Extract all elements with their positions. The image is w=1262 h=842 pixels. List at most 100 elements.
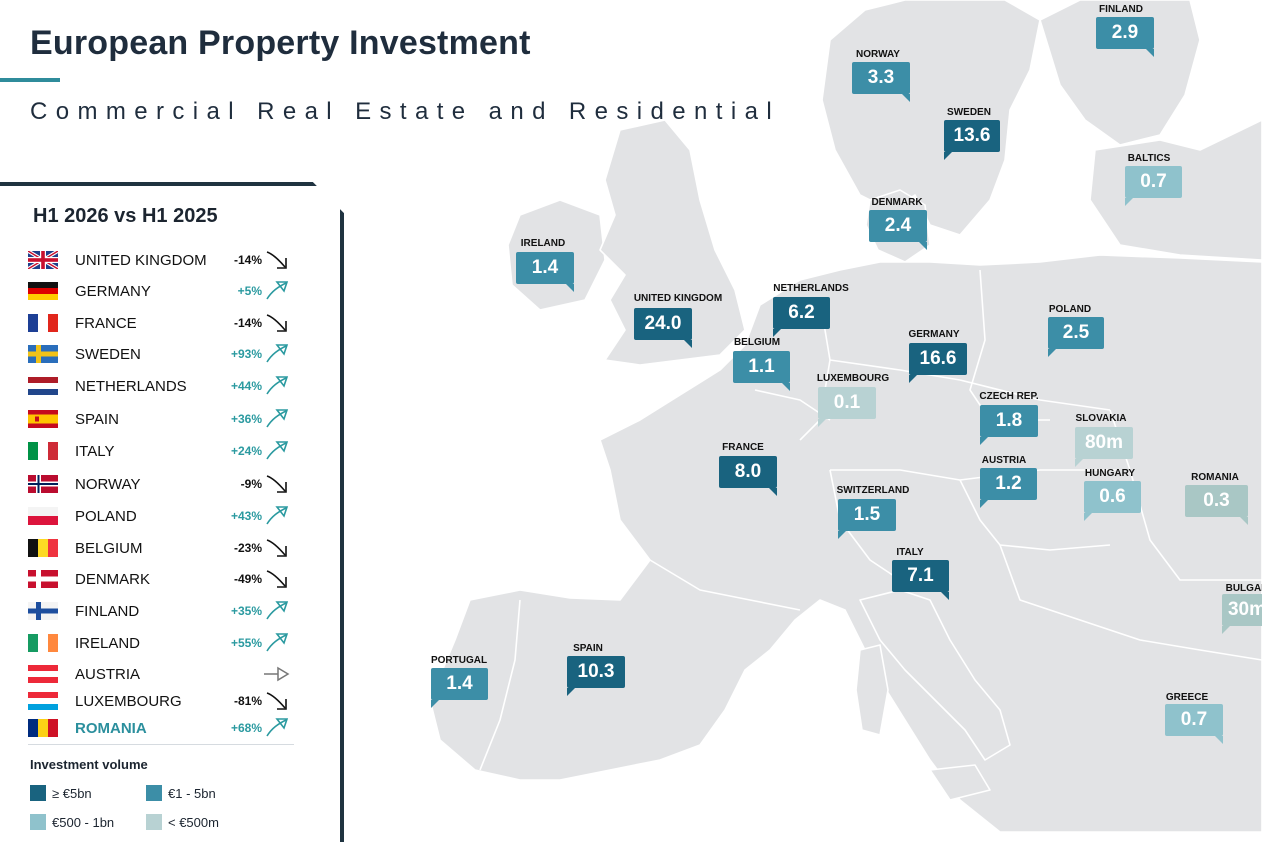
marker-value-badge: 30m <box>1222 594 1262 626</box>
change-percent: -23% <box>233 541 262 555</box>
marker-pointer <box>1075 459 1083 467</box>
page-title: European Property Investment <box>30 24 531 62</box>
country-row: POLAND +43% <box>28 504 294 530</box>
marker-country-label: AUSTRIA <box>981 455 1027 466</box>
country-name: NORWAY <box>75 476 141 493</box>
uk-flag-icon <box>27 249 59 271</box>
spain-flag-icon <box>28 410 58 428</box>
trend-down-arrow-icon <box>264 472 290 496</box>
norway-flag-icon <box>28 475 58 493</box>
legend-item: < €500m <box>146 813 256 831</box>
legend-title: Investment volume <box>30 757 148 772</box>
marker-value-badge: 2.5 <box>1048 317 1104 349</box>
country-row: SWEDEN +93% <box>28 342 294 368</box>
sweden-flag-icon <box>28 345 58 363</box>
country-name: ITALY <box>75 443 115 460</box>
france-flag-icon <box>28 314 58 332</box>
country-row: SPAIN +36% <box>28 407 294 433</box>
marker-value-badge: 13.6 <box>944 120 1000 152</box>
country-name: SPAIN <box>75 411 119 428</box>
marker-country-label: SPAIN <box>573 643 603 654</box>
marker-value-badge: 80m <box>1075 427 1133 459</box>
change-percent: +5% <box>237 284 262 298</box>
legend-item: €1 - 5bn <box>146 784 256 802</box>
marker-country-label: SWEDEN <box>947 107 991 118</box>
change-percent: +36% <box>230 412 262 426</box>
marker-value-badge: 8.0 <box>719 456 777 488</box>
marker-country-label: SWITZERLAND <box>836 485 910 496</box>
marker-pointer <box>980 437 988 445</box>
italy-flag-icon <box>28 442 58 460</box>
sardinia-shape <box>855 644 889 736</box>
luxembourg-flag-icon <box>28 692 58 710</box>
trend-down-arrow-icon <box>264 689 290 713</box>
country-name: NETHERLANDS <box>75 378 187 395</box>
trend-up-arrow-icon <box>264 407 290 431</box>
country-row: ITALY +24% <box>28 439 294 465</box>
trend-down-arrow-icon <box>264 248 290 272</box>
legend-swatch <box>30 814 46 830</box>
legend-swatch <box>146 814 162 830</box>
country-name: BELGIUM <box>75 540 143 557</box>
marker-value-badge: 10.3 <box>567 656 625 688</box>
marker-value-badge: 16.6 <box>909 343 967 375</box>
marker-pointer <box>566 284 574 292</box>
trend-down-arrow-icon <box>264 567 290 591</box>
trend-up-arrow-icon <box>264 504 290 528</box>
marker-value-badge: 1.4 <box>516 252 574 284</box>
marker-country-label: GERMANY <box>908 329 960 340</box>
country-name: POLAND <box>75 508 137 525</box>
marker-value-badge: 24.0 <box>634 308 692 340</box>
marker-pointer <box>431 700 439 708</box>
marker-pointer <box>944 152 952 160</box>
marker-pointer <box>1222 626 1230 634</box>
country-row: LUXEMBOURG -81% <box>28 689 294 715</box>
gb-shape <box>599 119 746 366</box>
change-percent: -49% <box>233 572 262 586</box>
marker-country-label: HUNGARY <box>1084 468 1136 479</box>
marker-value-badge: 1.5 <box>838 499 896 531</box>
marker-pointer <box>684 340 692 348</box>
marker-pointer <box>1125 198 1133 206</box>
marker-country-label: NORWAY <box>856 49 900 60</box>
marker-value-badge: 1.4 <box>431 668 488 700</box>
marker-pointer <box>902 94 910 102</box>
legend-label: < €500m <box>168 815 219 830</box>
change-percent: -9% <box>240 477 262 491</box>
marker-value-badge: 6.2 <box>773 297 830 329</box>
legend-label: ≥ €5bn <box>52 786 92 801</box>
marker-country-label: FRANCE <box>722 442 764 453</box>
country-row: AUSTRIA <box>28 662 294 688</box>
marker-country-label: ROMANIA <box>1191 472 1239 483</box>
marker-country-label: BULGARIA <box>1225 583 1262 594</box>
marker-pointer <box>1146 49 1154 57</box>
germany-flag-icon <box>28 282 58 300</box>
country-row: GERMANY +5% <box>28 279 294 305</box>
marker-pointer <box>941 592 949 600</box>
marker-country-label: POLAND <box>1048 304 1092 315</box>
marker-value-badge: 0.3 <box>1185 485 1248 517</box>
marker-country-label: DENMARK <box>871 197 923 208</box>
trend-up-arrow-icon <box>264 631 290 655</box>
belgium-flag-icon <box>28 539 58 557</box>
marker-pointer <box>782 383 790 391</box>
marker-pointer <box>909 375 917 383</box>
sicily-shape <box>929 764 991 801</box>
country-name: FINLAND <box>75 603 140 620</box>
marker-country-label: NETHERLANDS <box>773 283 849 294</box>
marker-value-badge: 0.6 <box>1084 481 1141 513</box>
country-row: ROMANIA +68% <box>28 716 294 742</box>
trend-up-arrow-icon <box>264 439 290 463</box>
country-row: NORWAY -9% <box>28 472 294 498</box>
trend-up-arrow-icon <box>264 599 290 623</box>
scandinavia-shape <box>821 0 1041 236</box>
country-row: FRANCE -14% <box>28 311 294 337</box>
legend-label: €500 - 1bn <box>52 815 115 830</box>
legend-item: ≥ €5bn <box>30 784 140 802</box>
change-percent: +55% <box>230 636 262 650</box>
trend-down-arrow-icon <box>264 536 290 560</box>
country-row: UNITED KINGDOM -14% <box>27 248 294 274</box>
trend-up-arrow-icon <box>264 279 290 303</box>
change-percent: +93% <box>230 347 262 361</box>
finland-shape <box>1039 0 1201 146</box>
